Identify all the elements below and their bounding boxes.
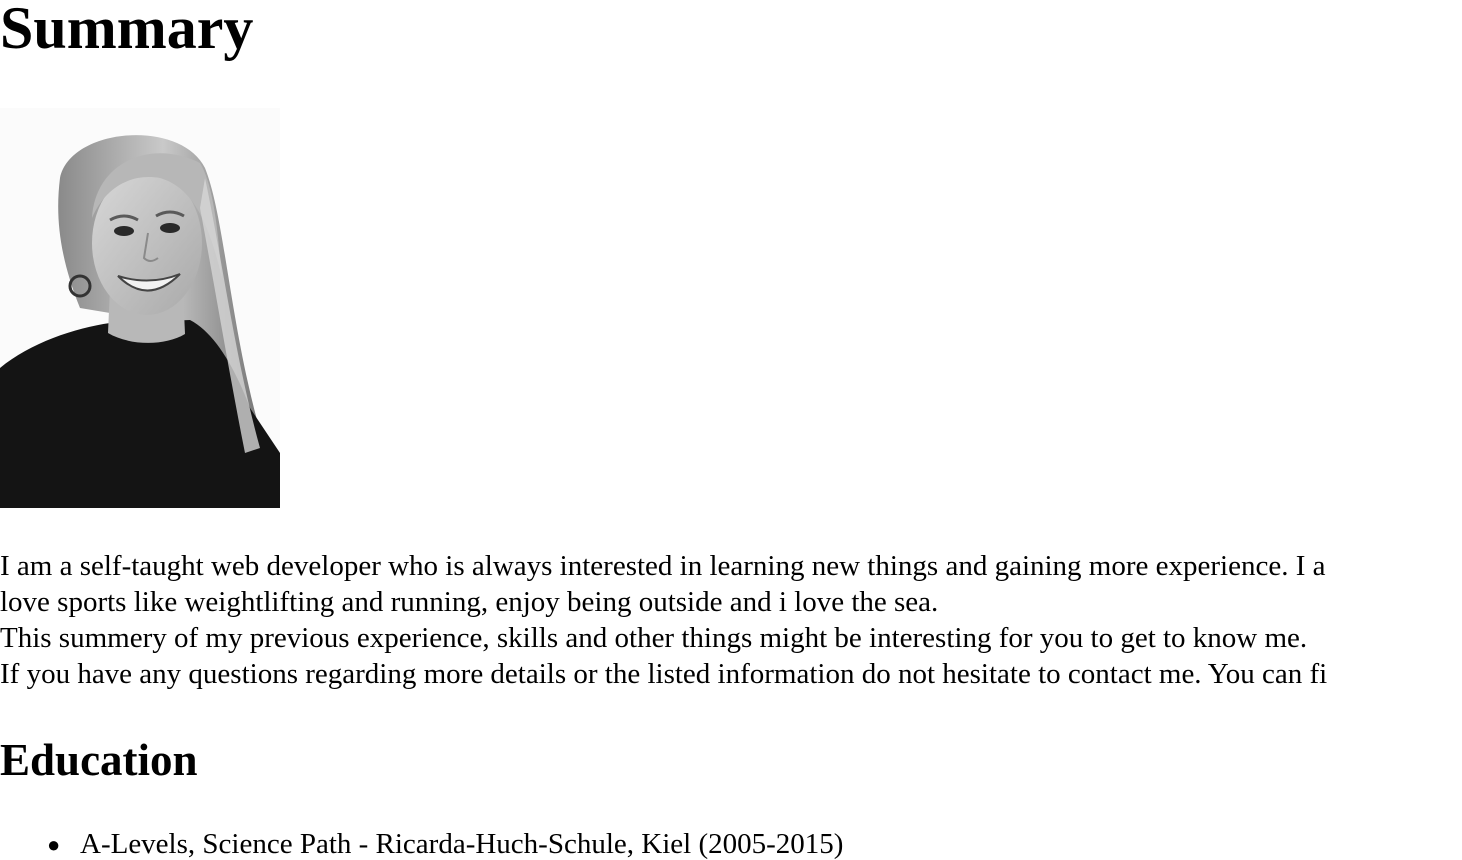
profile-photo: [0, 108, 280, 508]
summary-paragraph: I am a self-taught web developer who is …: [0, 548, 1462, 692]
summary-line: I am a self-taught web developer who is …: [0, 550, 1326, 582]
education-item-text: A-Levels, Science Path - Ricarda-Huch-Sc…: [80, 828, 844, 860]
summary-line: love sports like weightlifting and runni…: [0, 586, 939, 618]
education-list: ● A-Levels, Science Path - Ricarda-Huch-…: [0, 826, 1462, 860]
summary-heading: Summary: [0, 0, 254, 61]
bullet-icon: ●: [47, 832, 61, 857]
summary-line: This summery of my previous experience, …: [0, 622, 1308, 654]
education-heading: Education: [0, 735, 198, 785]
list-item: ● A-Levels, Science Path - Ricarda-Huch-…: [47, 826, 1462, 860]
summary-line: If you have any questions regarding more…: [0, 658, 1328, 690]
